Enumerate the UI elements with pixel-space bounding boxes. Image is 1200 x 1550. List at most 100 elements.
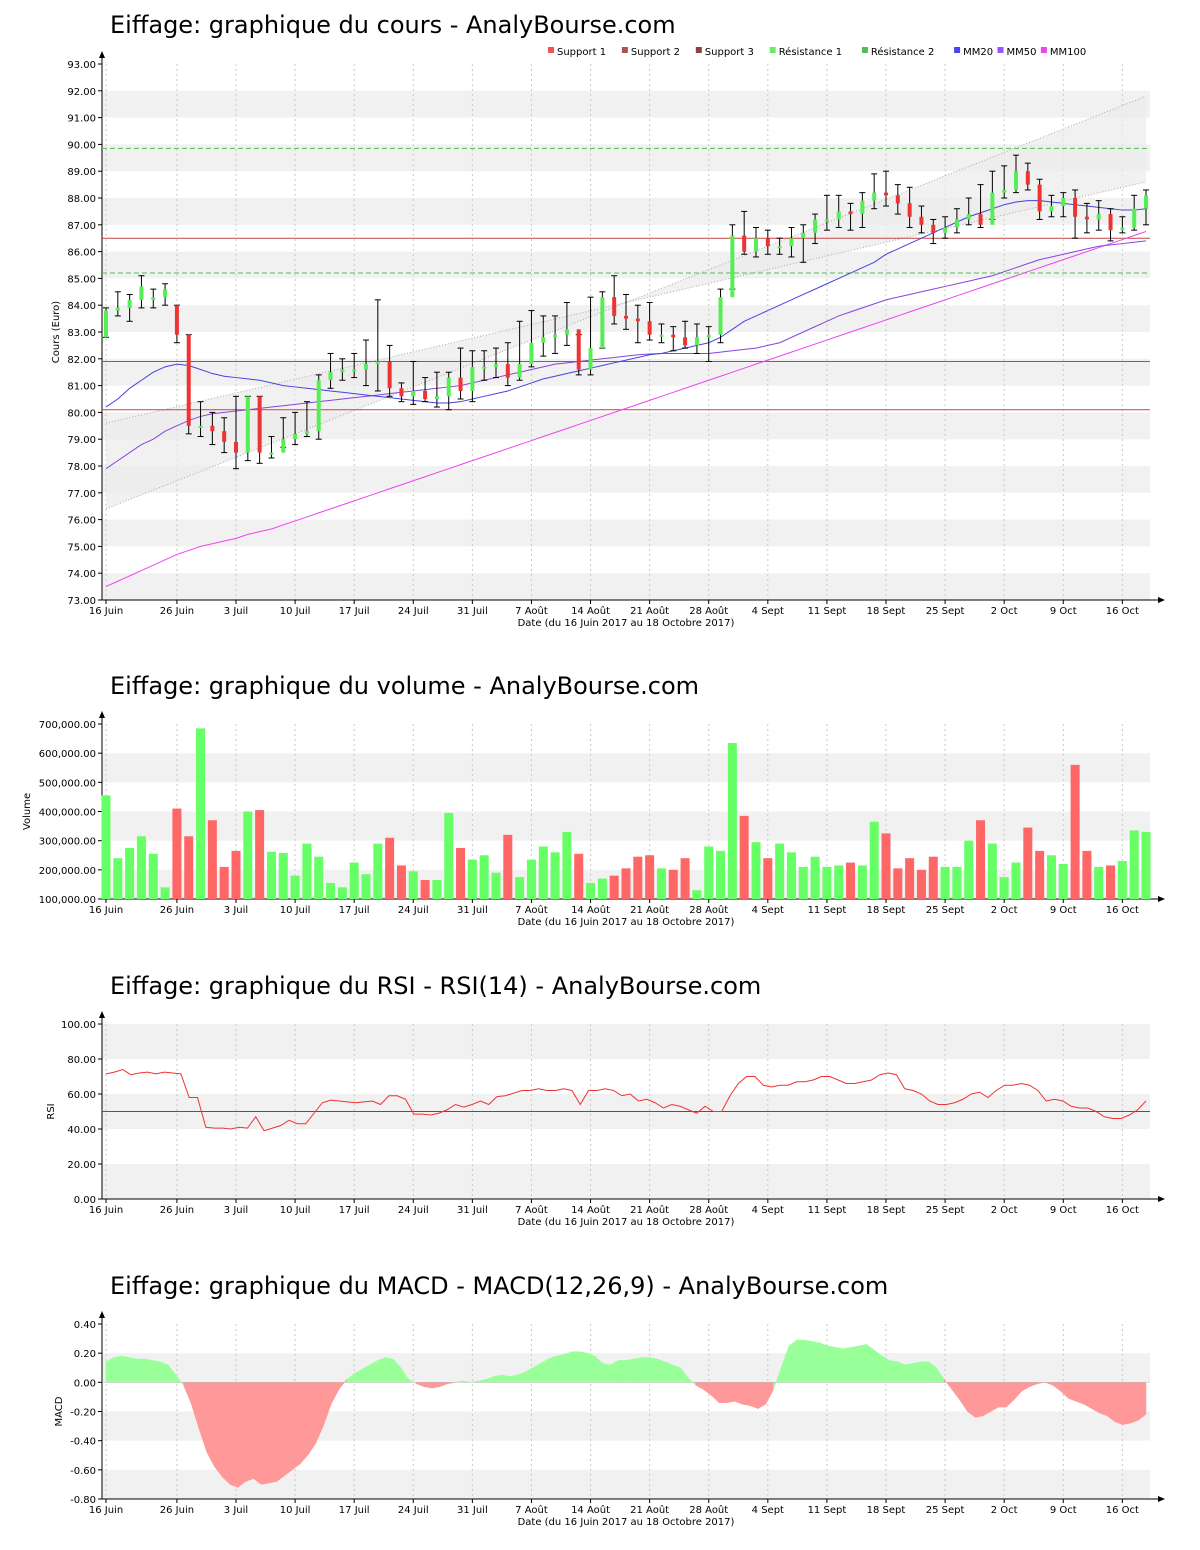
volume-bar [916, 869, 926, 899]
volume-bar [337, 887, 347, 899]
volume-bar [680, 858, 690, 899]
volume-bar [964, 840, 974, 899]
candle-body [718, 297, 723, 335]
candle-body [966, 214, 971, 220]
legend-swatch [997, 47, 1004, 53]
price-ytick-label: 93.00 [67, 60, 96, 71]
macd-area-segment [1060, 1382, 1069, 1399]
price-xtick-label: 9 Oct [1050, 606, 1077, 617]
mm50-line [105, 240, 1147, 470]
price-band [102, 251, 1150, 279]
macd-area-segment [1021, 1382, 1030, 1392]
trend-channel-lower [105, 95, 1147, 510]
rsi-ytick-label: 80.00 [67, 1055, 96, 1066]
price-ytick-label: 80.00 [67, 408, 96, 419]
macd-area-segment [656, 1358, 666, 1383]
price-ytick-label: 79.00 [67, 435, 96, 446]
volume-bar [881, 833, 891, 899]
candle-body [423, 390, 428, 399]
macd-area-segment [819, 1342, 829, 1383]
candle-body [446, 377, 451, 397]
price-x-axis-label: Date (du 16 Juin 2017 au 18 Octobre 2017… [518, 618, 735, 629]
rsi-xtick-label: 4 Sept [752, 1205, 784, 1216]
volume-bar [148, 853, 158, 899]
macd-area-segment [812, 1341, 821, 1383]
macd-area-segment [1045, 1382, 1054, 1386]
macd-area-segment [1083, 1382, 1092, 1410]
volume-bar [432, 880, 442, 899]
candle-body [671, 334, 676, 338]
candle-body [1014, 171, 1018, 190]
volume-bar [928, 856, 938, 899]
volume-bar [976, 820, 986, 899]
volume-ytick-label: 500,000.00 [39, 778, 96, 789]
volume-bar [810, 856, 820, 899]
price-xtick-label: 7 Août [515, 605, 548, 617]
rsi-xtick-label: 31 Juil [457, 1205, 488, 1216]
macd-ytick-label: -0.60 [70, 1466, 96, 1477]
volume-bar [349, 862, 359, 899]
candle-body [411, 390, 416, 397]
rsi-xtick-label: 16 Juin [89, 1205, 123, 1216]
price-ytick-label: 77.00 [67, 489, 96, 500]
price-ytick-label: 88.00 [67, 194, 96, 205]
candle-body [104, 310, 108, 338]
volume-bar [408, 871, 418, 899]
price-ytick-label: 90.00 [67, 140, 96, 151]
macd-area-segment [385, 1357, 394, 1383]
candle-body [1061, 198, 1066, 207]
legend-label: Résistance 1 [779, 46, 842, 58]
volume-bar [420, 880, 430, 899]
candle-body [624, 315, 628, 319]
macd-area-segment [229, 1382, 239, 1488]
candle-body [848, 211, 853, 215]
macd-area-segment [881, 1355, 891, 1383]
volume-xtick-label: 16 Oct [1106, 905, 1139, 916]
macd-xtick-label: 4 Sept [752, 1505, 784, 1516]
macd-ytick-label: 0.20 [74, 1349, 96, 1360]
macd-area-segment [586, 1352, 596, 1383]
macd-area-segment [253, 1382, 262, 1485]
candle-body [659, 334, 664, 337]
volume-xtick-label: 26 Juin [160, 905, 194, 916]
candle-body [600, 297, 605, 349]
volume-chart-title: Eiffage: graphique du volume - AnalyBour… [110, 672, 699, 700]
price-ytick-label: 92.00 [67, 87, 96, 98]
candle-body [1073, 198, 1078, 217]
legend-swatch [548, 47, 554, 53]
volume-xtick-label: 17 Juil [339, 905, 370, 916]
candle-body [245, 396, 250, 453]
macd-xtick-label: 3 Juil [224, 1505, 248, 1516]
candle-body [907, 203, 912, 217]
candle-body [801, 232, 806, 239]
volume-ytick-label: 600,000.00 [39, 749, 96, 760]
volume-xtick-label: 28 Août [689, 904, 728, 916]
candle-body [1120, 227, 1125, 231]
legend-label: Résistance 2 [871, 46, 934, 58]
candle-body [541, 337, 546, 343]
candle-body [434, 396, 439, 399]
legend-label: Support 1 [557, 47, 606, 58]
volume-ytick-label: 100,000.00 [39, 895, 96, 906]
volume-bar [716, 850, 726, 899]
volume-bar [538, 846, 548, 899]
macd-area-segment [664, 1361, 673, 1383]
rsi-ytick-label: 100.00 [61, 1020, 96, 1031]
volume-x-axis-label: Date (du 16 Juin 2017 au 18 Octobre 2017… [518, 917, 735, 928]
macd-x-axis-label: Date (du 16 Juin 2017 au 18 Octobre 2017… [518, 1517, 735, 1528]
macd-area-segment [726, 1382, 735, 1404]
candle-body [293, 433, 298, 440]
volume-bar [893, 868, 903, 899]
macd-xtick-label: 24 Juil [398, 1505, 429, 1516]
volume-bar [456, 847, 466, 899]
rsi-ytick-label: 40.00 [67, 1125, 96, 1136]
macd-area-segment [540, 1358, 549, 1383]
macd-area-segment [951, 1382, 960, 1401]
volume-bar [1011, 862, 1021, 899]
candle-body [458, 377, 463, 391]
candle-body [564, 329, 569, 335]
macd-area-segment [1029, 1382, 1038, 1388]
macd-area-segment [1075, 1382, 1085, 1405]
candle-body [316, 380, 321, 432]
rsi-xtick-label: 10 Juil [280, 1205, 311, 1216]
